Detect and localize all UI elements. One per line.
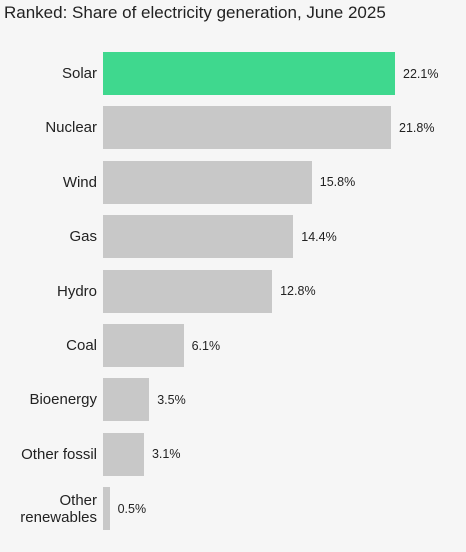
category-label: Other renewables	[20, 491, 97, 526]
bar	[103, 106, 392, 150]
value-label: 15.8%	[319, 175, 356, 190]
chart-title: Ranked: Share of electricity generation,…	[4, 3, 386, 22]
bar	[103, 215, 294, 259]
value-label: 0.5%	[117, 501, 147, 516]
bar	[103, 160, 312, 204]
value-label: 21.8%	[399, 120, 435, 135]
category-label: Bioenergy	[29, 391, 97, 409]
bar	[103, 269, 273, 313]
value-label: 3.1%	[151, 447, 181, 462]
value-label: 12.8%	[280, 284, 316, 299]
bar	[103, 324, 184, 367]
value-label: 14.4%	[301, 229, 337, 244]
bar	[103, 487, 110, 531]
value-label: 22.1%	[403, 66, 439, 81]
category-label: Wind	[62, 173, 97, 191]
category-label: Other fossil	[21, 445, 97, 463]
category-label: Coal	[66, 337, 97, 354]
bar	[103, 378, 150, 422]
value-label: 3.5%	[157, 392, 186, 407]
value-label: 6.1%	[191, 338, 221, 353]
bar	[103, 52, 395, 95]
category-label: Nuclear	[45, 119, 97, 137]
bar	[103, 432, 144, 476]
category-label: Hydro	[56, 282, 97, 300]
category-label: Solar	[61, 65, 97, 82]
category-label: Gas	[69, 228, 97, 246]
